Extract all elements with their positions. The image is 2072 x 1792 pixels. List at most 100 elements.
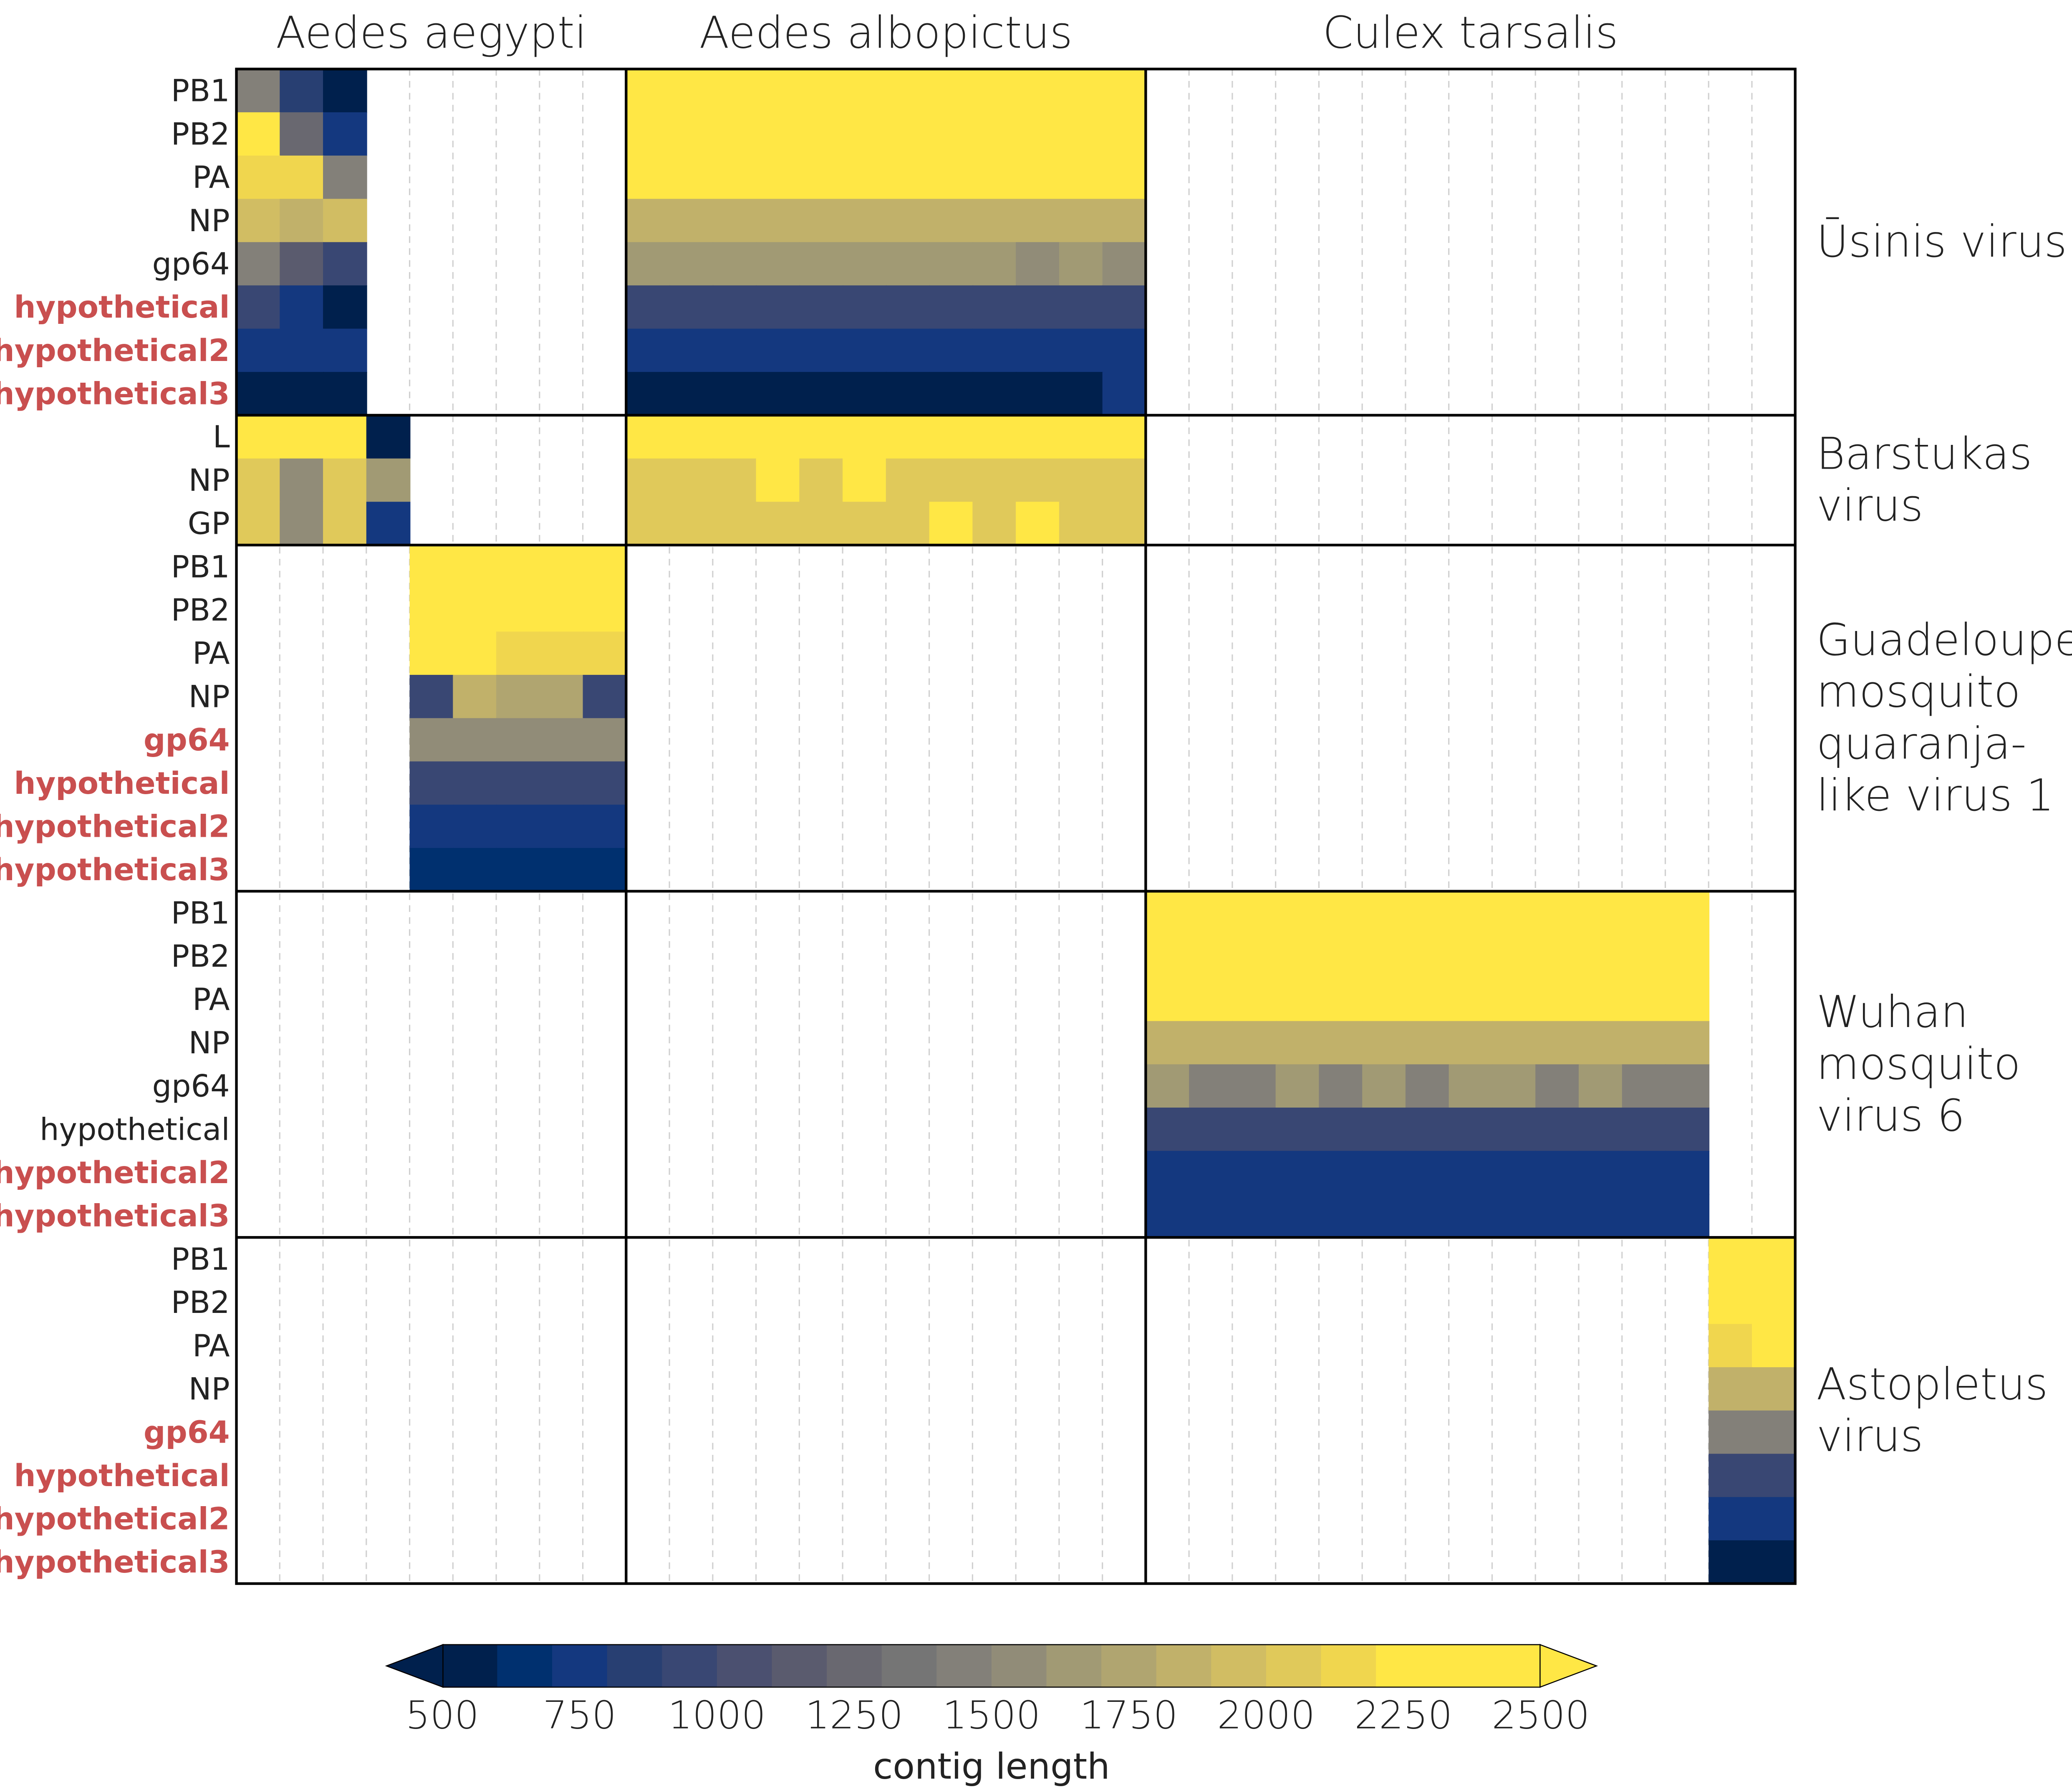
heatmap-cell	[886, 155, 930, 200]
heatmap-cell	[712, 502, 757, 546]
heatmap-cell	[669, 155, 714, 200]
virus-label: Guadeloupe	[1817, 615, 2072, 666]
heatmap-cell	[843, 502, 887, 546]
heatmap-cell	[1362, 1151, 1406, 1195]
heatmap-cell	[1622, 1151, 1666, 1195]
heatmap-cell	[712, 199, 757, 243]
gene-label: hypothetical2	[0, 1502, 230, 1537]
heatmap-cell	[972, 328, 1017, 373]
gene-label: gp64	[152, 1069, 230, 1104]
heatmap-cell	[1405, 891, 1450, 936]
heatmap-cell	[1275, 1021, 1320, 1065]
heatmap-cell	[1405, 934, 1450, 979]
heatmap-cell	[1709, 1324, 1753, 1368]
heatmap-cell	[1232, 1108, 1277, 1152]
gene-label: PB2	[171, 593, 230, 628]
heatmap-cell	[453, 718, 497, 762]
heatmap-cell	[453, 761, 497, 806]
heatmap-cell	[1362, 1021, 1406, 1065]
heatmap-cell	[1492, 1021, 1537, 1065]
colorbar-bin	[497, 1644, 553, 1687]
heatmap-cell	[929, 328, 974, 373]
heatmap-cell	[1578, 1021, 1623, 1065]
heatmap-cell	[323, 69, 367, 113]
virus-label: virus	[1817, 480, 1923, 531]
heatmap-cell	[1665, 1108, 1710, 1152]
heatmap-cell	[886, 242, 930, 286]
colorbar-tick-label: 2250	[1354, 1692, 1452, 1737]
heatmap-cell	[236, 285, 281, 330]
heatmap-cell	[929, 415, 974, 459]
heatmap-cell	[539, 805, 584, 849]
gene-label: hypothetical3	[0, 376, 230, 412]
colorbar-bin	[552, 1644, 608, 1687]
heatmap-cell	[280, 69, 324, 113]
heatmap-cell	[1751, 1280, 1796, 1325]
gene-label: NP	[189, 463, 230, 498]
heatmap-cell	[323, 155, 367, 200]
heatmap-cell	[366, 502, 411, 546]
heatmap-cell	[236, 328, 281, 373]
heatmap-cell	[1102, 199, 1147, 243]
heatmap-cell	[583, 545, 627, 589]
heatmap-cell	[1362, 977, 1406, 1022]
heatmap-cell	[1189, 1108, 1233, 1152]
colorbar-bin	[827, 1644, 883, 1687]
heatmap-cell	[756, 199, 800, 243]
heatmap-cell	[1362, 1064, 1406, 1108]
gene-label: hypothetical2	[0, 1155, 230, 1191]
heatmap-cell	[1449, 1108, 1493, 1152]
heatmap-cell	[453, 675, 497, 719]
gene-label: PB1	[171, 1242, 230, 1277]
species-header: Aedes albopictus	[699, 8, 1073, 58]
gene-label: PB2	[171, 1285, 230, 1320]
heatmap-cell	[280, 285, 324, 330]
heatmap-cell	[1232, 1151, 1277, 1195]
heatmap-cell	[1016, 69, 1060, 113]
heatmap-cell	[799, 242, 844, 286]
heatmap-cell	[886, 328, 930, 373]
virus-label: like virus 1	[1817, 770, 2054, 821]
heatmap-cell	[799, 69, 844, 113]
heatmap-cell	[236, 112, 281, 156]
heatmap-cell	[669, 69, 714, 113]
heatmap-cell	[1189, 934, 1233, 979]
heatmap-cell	[323, 415, 367, 459]
colorbar-bin	[772, 1644, 828, 1687]
heatmap-cell	[583, 848, 627, 892]
heatmap-cell	[1665, 1021, 1710, 1065]
heatmap-cell	[1319, 934, 1363, 979]
heatmap-cell	[626, 112, 670, 156]
heatmap-cell	[1016, 328, 1060, 373]
heatmap-cell	[1059, 285, 1103, 330]
colorbar: 500 750 1000 1250 1500 1750 2000 2250 2500 contig…	[385, 1644, 1598, 1787]
heatmap-cell	[236, 69, 281, 113]
gene-label: PB1	[171, 896, 230, 931]
heatmap-cell	[1275, 1194, 1320, 1238]
gene-label: PB2	[171, 116, 230, 152]
heatmap-cell	[323, 502, 367, 546]
gene-label: hypothetical	[14, 1458, 230, 1494]
heatmap-cell	[496, 588, 540, 633]
heatmap-cell	[756, 415, 800, 459]
heatmap-cell	[843, 242, 887, 286]
heatmap-cell	[712, 112, 757, 156]
heatmap-cell	[712, 155, 757, 200]
gene-label: PB2	[171, 939, 230, 974]
heatmap-cell	[1016, 458, 1060, 503]
virus-label: virus	[1817, 1411, 1923, 1461]
heatmap-cell	[1535, 891, 1580, 936]
heatmap-cell	[626, 155, 670, 200]
gene-label: hypothetical3	[0, 1545, 230, 1580]
heatmap-cell	[1275, 977, 1320, 1022]
colorbar-bin	[936, 1644, 992, 1687]
heatmap-cell	[972, 502, 1017, 546]
heatmap-cell	[1319, 1064, 1363, 1108]
heatmap-cell	[453, 588, 497, 633]
heatmap-cell	[496, 545, 540, 589]
heatmap-cell	[1362, 1194, 1406, 1238]
heatmap-cell	[1232, 1021, 1277, 1065]
heatmap-cell	[409, 545, 454, 589]
heatmap-cell	[843, 328, 887, 373]
heatmap-cell	[1449, 891, 1493, 936]
